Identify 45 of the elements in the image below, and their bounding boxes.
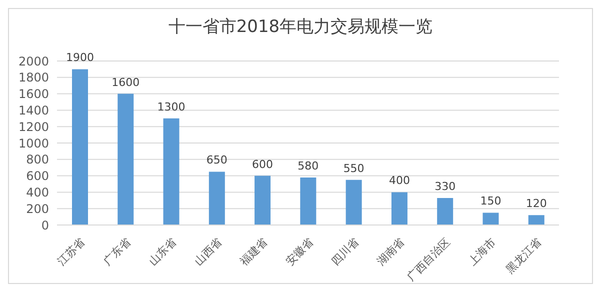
x-tick-label: 江苏省 [55,236,88,268]
y-tick-label: 2000 [18,54,49,68]
bar [482,212,499,225]
data-label: 1900 [66,51,94,64]
bar [208,172,225,225]
bar [346,180,362,225]
x-tick-label: 广东省 [100,236,134,268]
y-tick-label: 1400 [18,103,49,118]
y-tick-label: 1800 [18,70,49,85]
bar [300,177,316,225]
bar [254,176,271,225]
bar [391,192,408,225]
data-label: 400 [388,174,410,188]
data-label: 1600 [112,76,140,89]
data-label: 650 [206,154,228,167]
x-tick-label: 安徽省 [283,236,316,268]
x-tick-label: 广西自治区 [404,236,453,284]
data-label: 600 [252,158,274,171]
x-tick-label: 山东省 [146,236,179,268]
y-tick-label: 0 [41,218,49,232]
data-label: 550 [343,162,364,175]
data-label: 330 [434,180,456,193]
data-label: 580 [298,159,319,172]
y-tick-label: 1000 [18,136,49,150]
data-label: 150 [480,194,502,208]
data-label: 120 [526,197,547,210]
y-tick-label: 1200 [18,120,49,134]
bar [72,69,88,225]
bar [163,118,180,225]
y-tick-label: 200 [26,202,49,216]
y-tick-label: 600 [26,169,49,184]
x-tick-label: 山西省 [192,236,225,268]
x-tick-label: 四川省 [328,236,362,268]
bar [437,198,454,225]
y-tick-label: 400 [26,185,49,200]
x-tick-label: 上海市 [466,236,498,268]
y-tick-label: 1600 [18,87,49,102]
chart-title: 十一省市2018年电力交易规模一览 [167,16,434,39]
bar [528,215,544,225]
x-tick-label: 湖南省 [374,236,408,268]
x-tick-label: 黑龙江省 [504,236,544,276]
x-tick-label: 福建省 [238,236,270,268]
data-label: 1300 [157,100,186,114]
bar [118,94,134,225]
y-tick-label: 800 [26,152,49,167]
